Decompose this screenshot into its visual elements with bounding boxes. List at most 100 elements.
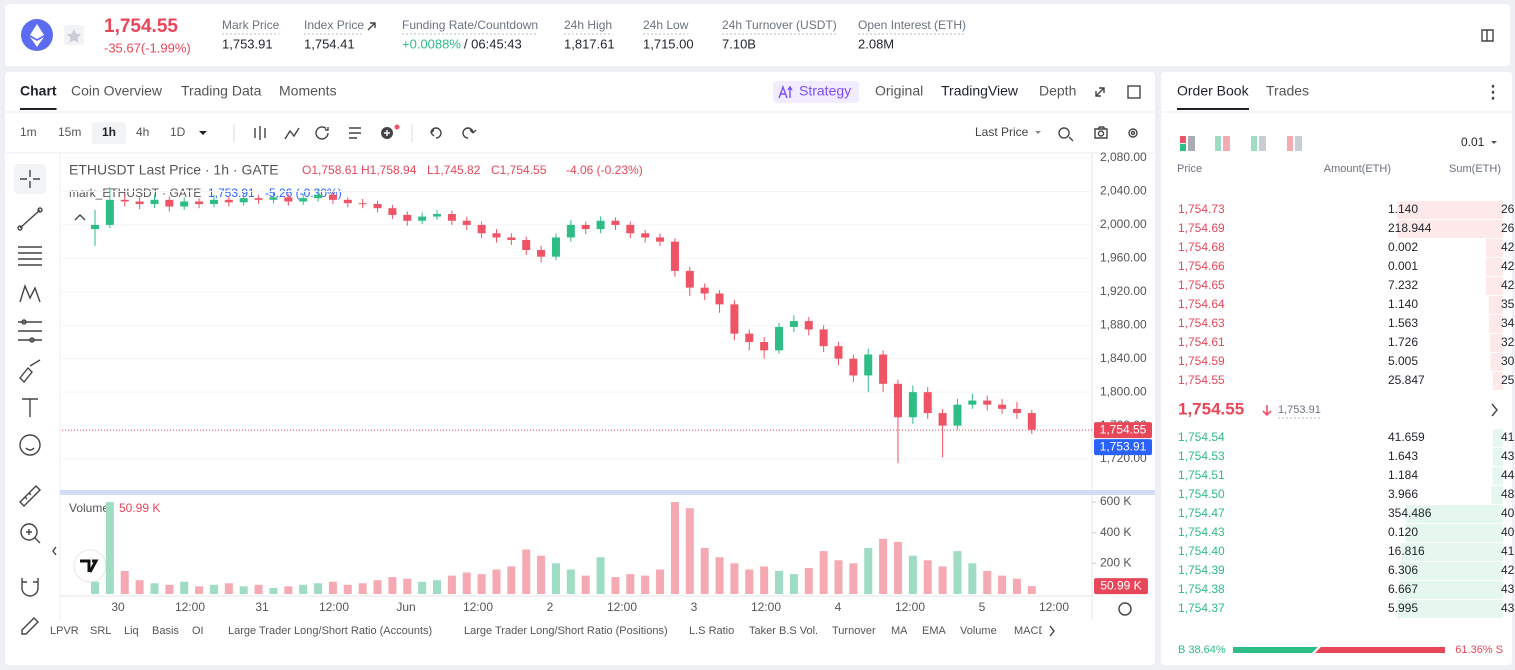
- book-price[interactable]: 1,754.51: [1178, 468, 1225, 482]
- legend-ohlc: -4.06 (-0.23%): [566, 163, 643, 177]
- view-tab[interactable]: Original: [875, 83, 923, 99]
- volume-bar: [804, 567, 813, 594]
- indicator-tab[interactable]: Liq: [124, 625, 139, 637]
- book-price[interactable]: 1,754.65: [1178, 278, 1225, 292]
- indicator-tab[interactable]: Taker B.S Vol.: [749, 625, 818, 637]
- book-price[interactable]: 1,754.55: [1178, 373, 1225, 387]
- volume-bar: [789, 574, 798, 594]
- stat-value: 1,753.91: [222, 36, 273, 51]
- indicator-tab[interactable]: MACD: [1014, 625, 1046, 637]
- book-sum: 419.874: [1501, 544, 1515, 558]
- book-price[interactable]: 1,754.68: [1178, 240, 1225, 254]
- mark-price-badge: [1094, 439, 1152, 456]
- indicator-tab[interactable]: Large Trader Long/Short Ratio (Accounts): [228, 625, 432, 637]
- book-price[interactable]: 1,754.40: [1178, 544, 1225, 558]
- volume-bar: [373, 580, 382, 594]
- interval[interactable]: 15m: [58, 125, 81, 139]
- book-layout-icons[interactable]: [1180, 136, 1302, 151]
- book-sum: 48.452: [1501, 487, 1515, 501]
- collapse-legend[interactable]: [74, 214, 86, 221]
- volume-bar: [299, 584, 308, 594]
- chart-tab[interactable]: Coin Overview: [71, 83, 163, 99]
- candle-body: [209, 199, 218, 205]
- book-price[interactable]: 1,754.47: [1178, 506, 1225, 520]
- interval[interactable]: 1D: [170, 125, 186, 139]
- book-price[interactable]: 1,754.73: [1178, 202, 1225, 216]
- volume-bar: [998, 575, 1007, 594]
- interval[interactable]: 1m: [20, 125, 37, 139]
- indicator-tab[interactable]: Volume: [960, 625, 997, 637]
- book-amount: 354.486: [1388, 506, 1432, 520]
- indicator-tab[interactable]: Turnover: [832, 625, 876, 637]
- volume-title: Volume: [69, 501, 109, 515]
- strategy-pill[interactable]: [773, 81, 859, 103]
- buy-bar: [1233, 647, 1318, 653]
- indicator-tab[interactable]: Basis: [152, 625, 179, 637]
- sell-ratio: 61.36% S: [1455, 644, 1503, 656]
- candle-body: [299, 198, 308, 202]
- x-tick-label: 12:00: [319, 600, 349, 614]
- book-tab[interactable]: Trades: [1266, 83, 1309, 99]
- book-price[interactable]: 1,754.54: [1178, 430, 1225, 444]
- chart-tab[interactable]: Trading Data: [181, 83, 262, 99]
- candle-body: [314, 194, 323, 199]
- star-icon: [66, 29, 82, 43]
- mid-chevron[interactable]: [1491, 403, 1498, 417]
- book-price[interactable]: 1,754.59: [1178, 354, 1225, 368]
- y-tick-label: 2,080.00: [1100, 150, 1147, 164]
- chart-tab[interactable]: Moments: [279, 83, 337, 99]
- book-price[interactable]: 1,754.39: [1178, 563, 1225, 577]
- view-tab[interactable]: Depth: [1039, 83, 1076, 99]
- book-icon[interactable]: [1481, 29, 1494, 42]
- volume-bar: [507, 566, 516, 594]
- interval[interactable]: 4h: [136, 125, 149, 139]
- volume-bar: [685, 508, 694, 594]
- interval[interactable]: 1h: [102, 125, 116, 139]
- indicator-tab[interactable]: MA: [891, 625, 908, 637]
- book-price[interactable]: 1,754.64: [1178, 297, 1225, 311]
- depth-bar: [1485, 239, 1503, 257]
- candle-body: [745, 333, 754, 342]
- indicator-tab[interactable]: SRL: [90, 625, 111, 637]
- expand-arrow[interactable]: [52, 546, 57, 556]
- indicator-tab[interactable]: Large Trader Long/Short Ratio (Positions…: [464, 625, 668, 637]
- book-amount: 1.726: [1388, 335, 1418, 349]
- book-price[interactable]: 1,754.43: [1178, 525, 1225, 539]
- book-tab[interactable]: Order Book: [1177, 83, 1250, 99]
- volume-bar: [879, 538, 888, 594]
- volume-bar: [269, 587, 278, 594]
- book-price[interactable]: 1,754.66: [1178, 259, 1225, 273]
- book-price[interactable]: 1,754.50: [1178, 487, 1225, 501]
- indicator-tab[interactable]: LPVR: [50, 625, 79, 637]
- book-price[interactable]: 1,754.69: [1178, 221, 1225, 235]
- indicator-tab[interactable]: EMA: [922, 625, 947, 637]
- volume-bar: [1012, 578, 1021, 594]
- candle-body: [195, 201, 204, 205]
- chart-tab[interactable]: Chart: [20, 83, 57, 99]
- book-price[interactable]: 1,754.61: [1178, 335, 1225, 349]
- precision[interactable]: 0.01: [1461, 135, 1485, 149]
- view-tab[interactable]: TradingView: [941, 83, 1019, 99]
- drawing-toolbar[interactable]: [14, 164, 46, 635]
- pane-splitter[interactable]: [60, 490, 1155, 495]
- volume-bar: [388, 577, 397, 594]
- book-price[interactable]: 1,754.53: [1178, 449, 1225, 463]
- candle-body: [284, 197, 293, 202]
- book-price[interactable]: 1,754.37: [1178, 601, 1225, 615]
- source-caret: [1035, 131, 1041, 134]
- price-source[interactable]: Last Price: [975, 125, 1029, 139]
- scroll-right[interactable]: [1049, 625, 1055, 637]
- book-price[interactable]: 1,754.63: [1178, 316, 1225, 330]
- indicator-tab[interactable]: OI: [192, 625, 204, 637]
- volume-bar: [462, 572, 471, 594]
- volume-bar: [447, 575, 456, 594]
- volume-bar: [135, 580, 144, 594]
- book-sum: 42.513: [1501, 278, 1515, 292]
- book-price[interactable]: 1,754.38: [1178, 582, 1225, 596]
- view-tab[interactable]: Strategy: [799, 83, 851, 99]
- settings-icon[interactable]: [1118, 602, 1132, 616]
- candle-body: [908, 392, 917, 418]
- chart-tools[interactable]: [254, 84, 1495, 142]
- candle-body: [180, 201, 189, 207]
- indicator-tab[interactable]: L.S Ratio: [689, 625, 734, 637]
